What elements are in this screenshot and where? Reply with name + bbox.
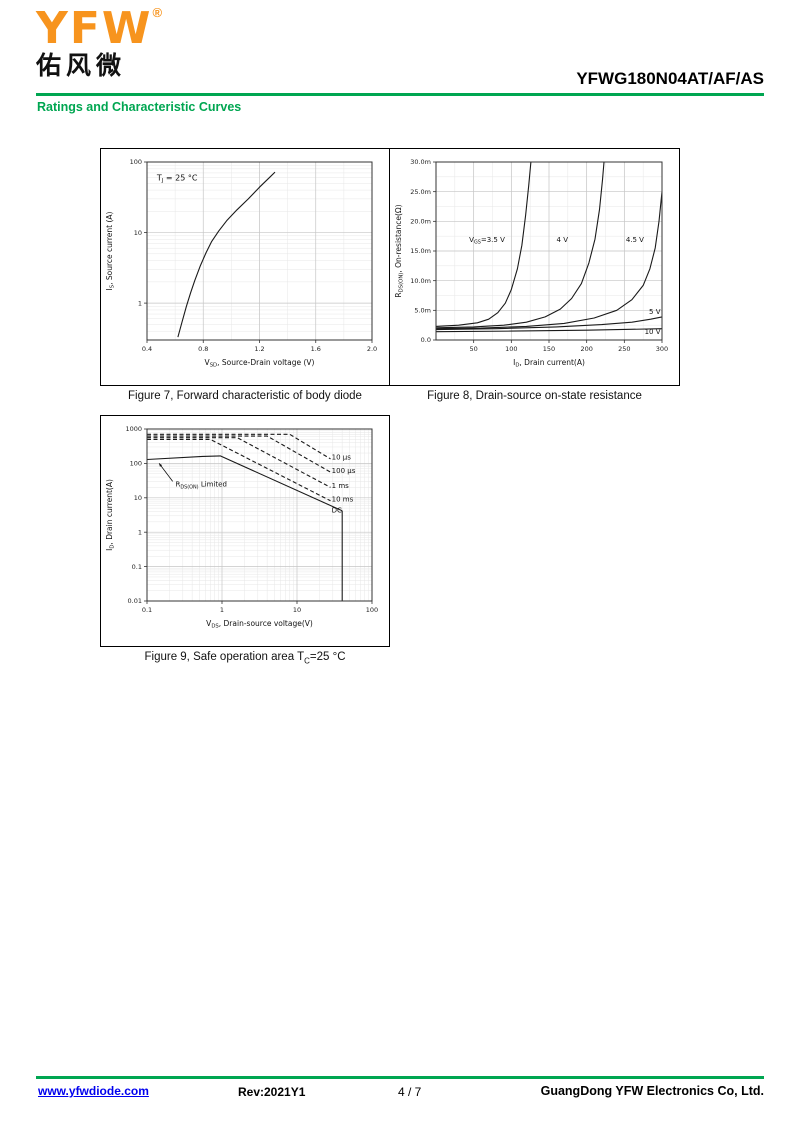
svg-text:RDS(ON), On-resistance(Ω): RDS(ON), On-resistance(Ω) <box>394 204 405 297</box>
svg-text:2.0: 2.0 <box>367 345 377 353</box>
svg-text:1.6: 1.6 <box>311 345 321 353</box>
svg-text:300: 300 <box>656 345 668 353</box>
registered-trademark-icon: ® <box>152 5 163 20</box>
header-divider <box>36 93 764 96</box>
svg-text:0.01: 0.01 <box>128 597 142 605</box>
figure7-plot: 0.4 0.8 1.2 1.6 2.0 1 10 100 VSD, Source-Drain v… <box>105 158 377 369</box>
company-name: GuangDong YFW Electronics Co, Ltd. <box>540 1084 764 1098</box>
svg-text:IS, Source current (A): IS, Source current (A) <box>105 211 116 290</box>
svg-text:250: 250 <box>618 345 630 353</box>
svg-text:1000: 1000 <box>125 425 142 433</box>
svg-text:DC: DC <box>332 507 342 515</box>
svg-text:0.8: 0.8 <box>198 345 208 353</box>
svg-text:VGS=3.5 V: VGS=3.5 V <box>469 236 505 246</box>
svg-text:0.4: 0.4 <box>142 345 152 353</box>
figure9-caption: Figure 9, Safe operation area TC=25 °C <box>144 651 346 666</box>
svg-text:50: 50 <box>470 345 478 353</box>
section-title: Ratings and Characteristic Curves <box>37 100 242 114</box>
logo-chinese-text: 佑风微 <box>36 52 127 81</box>
svg-text:10: 10 <box>134 229 142 237</box>
svg-text:10: 10 <box>293 606 301 614</box>
figure7-chart-box: 0.4 0.8 1.2 1.6 2.0 1 10 100 VSD, Source-Drain v… <box>100 148 390 386</box>
svg-text:10 ms: 10 ms <box>332 496 354 504</box>
page-number: 4 / 7 <box>398 1085 422 1099</box>
figure9-chart-box: 0.1 1 10 100 0.01 0.1 1 10 100 1000 VDS, Drain-sou… <box>100 415 390 647</box>
svg-text:20.0m: 20.0m <box>410 218 431 226</box>
svg-text:200: 200 <box>580 345 592 353</box>
figure7-caption: Figure 7, Forward characteristic of body… <box>128 390 362 402</box>
svg-text:10.0m: 10.0m <box>410 277 431 285</box>
svg-text:5.0m: 5.0m <box>414 307 431 315</box>
svg-text:10 V: 10 V <box>645 328 661 336</box>
svg-text:RDS(ON) Limited: RDS(ON) Limited <box>176 481 227 491</box>
svg-text:5 V: 5 V <box>649 308 661 316</box>
svg-text:0.1: 0.1 <box>132 563 142 571</box>
part-number: YFWG180N04AT/AF/AS <box>576 69 764 88</box>
figure8-caption: Figure 8, Drain-source on-state resistan… <box>427 390 642 402</box>
yfw-logo: YFW® 佑风微 <box>36 3 163 81</box>
footer-divider <box>36 1076 764 1079</box>
logo-text: YFW <box>36 3 153 54</box>
svg-text:30.0m: 30.0m <box>410 158 431 166</box>
svg-text:100 µs: 100 µs <box>332 467 356 475</box>
figure8-plot: 50 100 150 200 250 300 0.0 5.0m 10.0m 15.0m 20.0m 2… <box>394 158 668 369</box>
svg-text:VDS, Drain-source voltage(V): VDS, Drain-source voltage(V) <box>206 619 313 630</box>
svg-text:VSD, Source-Drain voltage (V): VSD, Source-Drain voltage (V) <box>205 358 315 369</box>
svg-text:1: 1 <box>138 528 142 536</box>
svg-text:15.0m: 15.0m <box>410 247 431 255</box>
svg-text:100: 100 <box>130 158 142 166</box>
svg-text:ID, Drain current(A): ID, Drain current(A) <box>105 479 116 551</box>
svg-text:100: 100 <box>505 345 517 353</box>
svg-text:1: 1 <box>138 299 142 307</box>
svg-text:1: 1 <box>220 606 224 614</box>
svg-text:0.1: 0.1 <box>142 606 152 614</box>
website-link[interactable]: www.yfwdiode.com <box>38 1084 149 1098</box>
svg-text:1 ms: 1 ms <box>332 482 349 490</box>
svg-text:4 V: 4 V <box>557 236 569 244</box>
svg-text:4.5 V: 4.5 V <box>626 236 644 244</box>
figure8-chart-box: 50 100 150 200 250 300 0.0 5.0m 10.0m 15.0m 20.0m 2… <box>389 148 680 386</box>
svg-text:10: 10 <box>134 494 142 502</box>
svg-text:1.2: 1.2 <box>254 345 264 353</box>
svg-text:150: 150 <box>543 345 555 353</box>
svg-text:100: 100 <box>366 606 378 614</box>
svg-text:10 µs: 10 µs <box>332 453 352 461</box>
svg-text:TJ = 25 °C: TJ = 25 °C <box>156 173 198 184</box>
svg-text:100: 100 <box>130 460 142 468</box>
svg-text:25.0m: 25.0m <box>410 188 431 196</box>
svg-text:ID, Drain current(A): ID, Drain current(A) <box>513 358 585 369</box>
revision-label: Rev:2021Y1 <box>238 1085 306 1099</box>
svg-text:0.0: 0.0 <box>421 336 431 344</box>
logo-wordmark: YFW® <box>36 3 163 54</box>
